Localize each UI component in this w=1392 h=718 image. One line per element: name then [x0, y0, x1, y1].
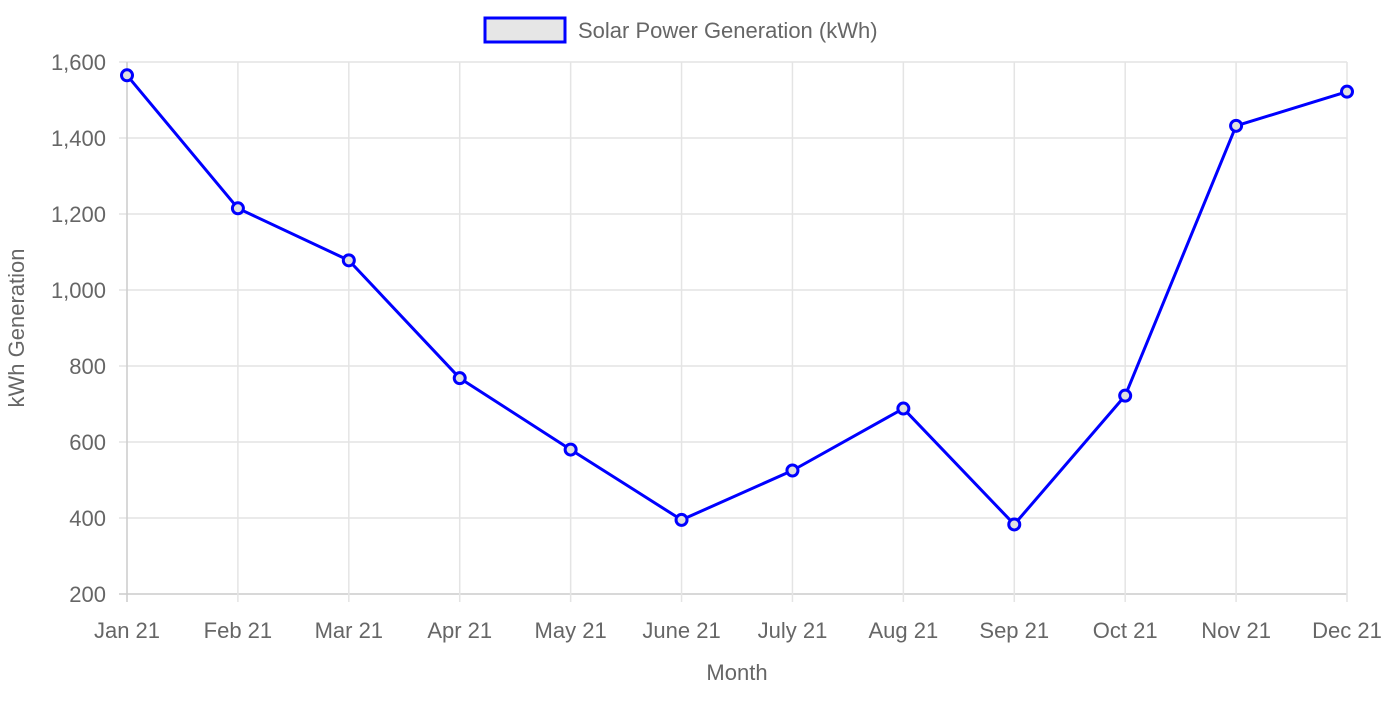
data-point[interactable]: [674, 512, 689, 527]
series-layer: [120, 68, 1354, 532]
x-tick-label: Jan 21: [94, 618, 160, 643]
data-point[interactable]: [452, 371, 467, 386]
y-tick-label: 1,600: [51, 50, 106, 75]
y-tick-label: 1,000: [51, 278, 106, 303]
x-tick-label: Dec 21: [1312, 618, 1382, 643]
x-tick-label: Apr 21: [427, 618, 492, 643]
y-tick-label: 1,200: [51, 202, 106, 227]
data-point[interactable]: [120, 68, 134, 83]
data-point[interactable]: [1118, 388, 1133, 403]
x-tick-label: Nov 21: [1201, 618, 1271, 643]
data-point[interactable]: [785, 463, 800, 478]
legend-label: Solar Power Generation (kWh): [578, 18, 878, 43]
series-line: [125, 74, 1348, 526]
data-point[interactable]: [230, 201, 245, 216]
x-tick-label: July 21: [758, 618, 828, 643]
y-axis-title: kWh Generation: [4, 249, 29, 408]
legend-swatch: [483, 16, 567, 44]
y-tick-label: 600: [69, 430, 106, 455]
y-tick-label: 200: [69, 582, 106, 607]
x-tick-label: Sep 21: [979, 618, 1049, 643]
legend[interactable]: Solar Power Generation (kWh): [483, 16, 878, 44]
data-point[interactable]: [1007, 517, 1022, 532]
x-tick-label: June 21: [642, 618, 720, 643]
y-tick-label: 400: [69, 506, 106, 531]
data-point[interactable]: [341, 253, 356, 268]
data-point[interactable]: [563, 442, 578, 457]
x-tick-label: Feb 21: [204, 618, 273, 643]
data-point[interactable]: [1340, 84, 1354, 99]
data-point[interactable]: [1229, 118, 1244, 133]
x-tick-label: May 21: [535, 618, 607, 643]
x-tick-label: Mar 21: [315, 618, 383, 643]
x-axis-title: Month: [706, 660, 767, 685]
y-tick-label: 800: [69, 354, 106, 379]
data-point[interactable]: [896, 401, 911, 416]
x-tick-label: Aug 21: [868, 618, 938, 643]
x-tick-label: Oct 21: [1093, 618, 1158, 643]
y-tick-label: 1,400: [51, 126, 106, 151]
x-axis-ticks: Jan 21 Feb 21 Mar 21 Apr 21 May 21 June 21 Jul…: [94, 618, 1382, 643]
grid: [119, 61, 1348, 602]
y-axis-ticks: 200 400 600 800 1,000 1,200 1,400 1,600: [51, 50, 106, 607]
